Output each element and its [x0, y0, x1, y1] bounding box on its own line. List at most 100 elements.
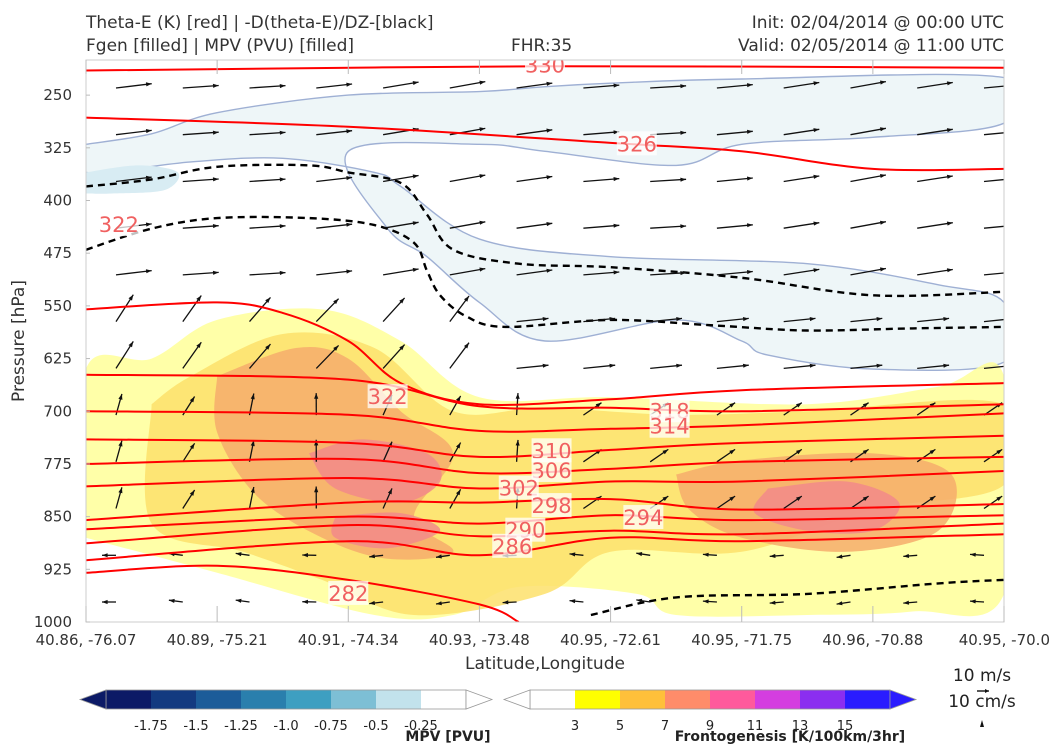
wind-vector-head: [862, 402, 869, 408]
wind-vector-head: [346, 222, 353, 227]
wind-vector-head: [946, 128, 953, 133]
wind-vector-head: [929, 449, 936, 455]
wind-vector: [769, 600, 784, 605]
wind-vector: [382, 81, 419, 89]
wind-vector: [569, 552, 584, 557]
colorbar-segment: [421, 690, 466, 709]
theta-e-label: 298: [532, 494, 572, 518]
wind-vector-head: [1014, 130, 1020, 134]
frontogenesis-fill-9: [308, 439, 442, 503]
colorbar-segment: [376, 690, 421, 709]
wind-vector-head: [412, 174, 419, 179]
wind-vector: [917, 363, 950, 370]
wind-vector: [115, 341, 134, 369]
wind-vector-shaft: [382, 81, 419, 89]
wind-vector-head: [168, 598, 175, 603]
wind-vector: [983, 130, 1020, 136]
wind-vector-shaft: [783, 175, 820, 183]
wind-vector-head: [595, 402, 602, 408]
colorbar-tick-label: 7: [661, 719, 669, 734]
theta-e-contour-282: [86, 564, 520, 622]
wind-vector-shaft: [182, 84, 219, 89]
wind-vector-shaft: [249, 178, 286, 183]
wind-vector-head: [314, 486, 319, 493]
wind-vector-shaft: [382, 174, 419, 183]
theta-e-label: 326: [617, 132, 657, 156]
wind-vector: [369, 554, 384, 559]
wind-vector: [516, 317, 549, 323]
y-tick-label: 400: [43, 192, 72, 210]
wind-vector-head: [836, 554, 843, 559]
wind-vector: [314, 393, 319, 416]
wind-vector-shaft: [917, 268, 953, 276]
wind-vector: [716, 176, 753, 183]
y-axis-title: Pressure [hPa]: [9, 280, 29, 402]
colorbar-tick-label: -1.5: [183, 719, 208, 734]
wind-vector-head: [515, 439, 520, 446]
colorbar-segment: [665, 690, 710, 709]
wind-vector: [583, 130, 620, 136]
wind-vector-head: [680, 224, 687, 229]
wind-vector-head: [729, 402, 736, 408]
wind-vector-head: [435, 554, 442, 559]
wind-vector-head: [435, 601, 442, 606]
wind-vector: [449, 80, 486, 89]
theta-e-label-bg: [98, 212, 139, 237]
theta-e-contour-318: [86, 373, 1004, 413]
wind-vector: [115, 294, 134, 322]
wind-vector-head: [747, 176, 753, 181]
wind-vector-head: [128, 341, 134, 348]
wind-vector: [903, 553, 918, 558]
wind-vector-head: [880, 220, 886, 225]
wind-vector-head: [769, 553, 776, 558]
wind-vector-head: [769, 600, 776, 605]
wind-vector-shaft: [449, 221, 486, 229]
wind-vector: [182, 295, 202, 322]
wind-vector-shaft: [316, 176, 353, 183]
colorbar-tick-label: -1.25: [224, 719, 258, 734]
wind-vector: [636, 552, 651, 557]
wind-vector-head: [189, 490, 195, 496]
wind-vector-shaft: [516, 82, 553, 89]
wind-vector-head: [796, 496, 802, 501]
wind-reference-horizontal-label: 10 m/s: [953, 666, 1011, 686]
wind-vector: [783, 268, 820, 276]
wind-vector-head: [145, 129, 152, 134]
y-tick-label: 700: [43, 402, 72, 420]
wind-vector-head: [189, 396, 195, 403]
wind-vector-head: [809, 363, 816, 368]
wind-vector-head: [346, 269, 353, 274]
wind-vector-head: [662, 449, 669, 455]
wind-vector: [168, 598, 183, 603]
wind-vector-shaft: [449, 80, 486, 89]
wind-vector: [316, 82, 353, 89]
wind-vector-shaft: [182, 178, 219, 183]
wind-vector: [917, 128, 953, 136]
wind-vector-shaft: [783, 128, 820, 136]
wind-vector: [115, 440, 123, 462]
wind-vector-head: [946, 268, 953, 273]
wind-vector-shaft: [850, 221, 887, 229]
wind-vector: [702, 552, 717, 557]
wind-vector-shaft: [115, 83, 152, 89]
y-tick-label: 775: [43, 455, 72, 473]
colorbar-tick-label: 15: [837, 719, 854, 734]
wind-vector-head: [946, 174, 953, 179]
wind-vector: [716, 317, 749, 323]
wind-vector-head: [412, 267, 419, 272]
theta-e-label: 286: [492, 535, 532, 559]
wind-vector: [449, 395, 462, 416]
wind-vector-shaft: [115, 176, 152, 183]
wind-vector: [716, 223, 753, 229]
wind-vector: [983, 225, 1004, 229]
wind-vector: [382, 221, 419, 229]
wind-vector-head: [189, 443, 195, 450]
wind-vector: [716, 83, 753, 89]
wind-vector-head: [636, 552, 643, 557]
y-tick-label: 925: [43, 560, 72, 578]
wind-vector-shaft: [983, 272, 1004, 276]
y-tick-label: 850: [43, 508, 72, 526]
wind-vector-shaft: [449, 174, 486, 183]
wind-vector-shaft: [716, 270, 753, 276]
theta-e-label-bg: [623, 505, 664, 530]
